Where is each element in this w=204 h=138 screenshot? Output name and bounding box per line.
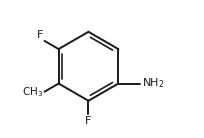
Text: F: F — [37, 30, 43, 40]
Text: NH$_2$: NH$_2$ — [142, 77, 164, 90]
Text: F: F — [85, 116, 92, 126]
Text: CH$_3$: CH$_3$ — [22, 85, 43, 99]
